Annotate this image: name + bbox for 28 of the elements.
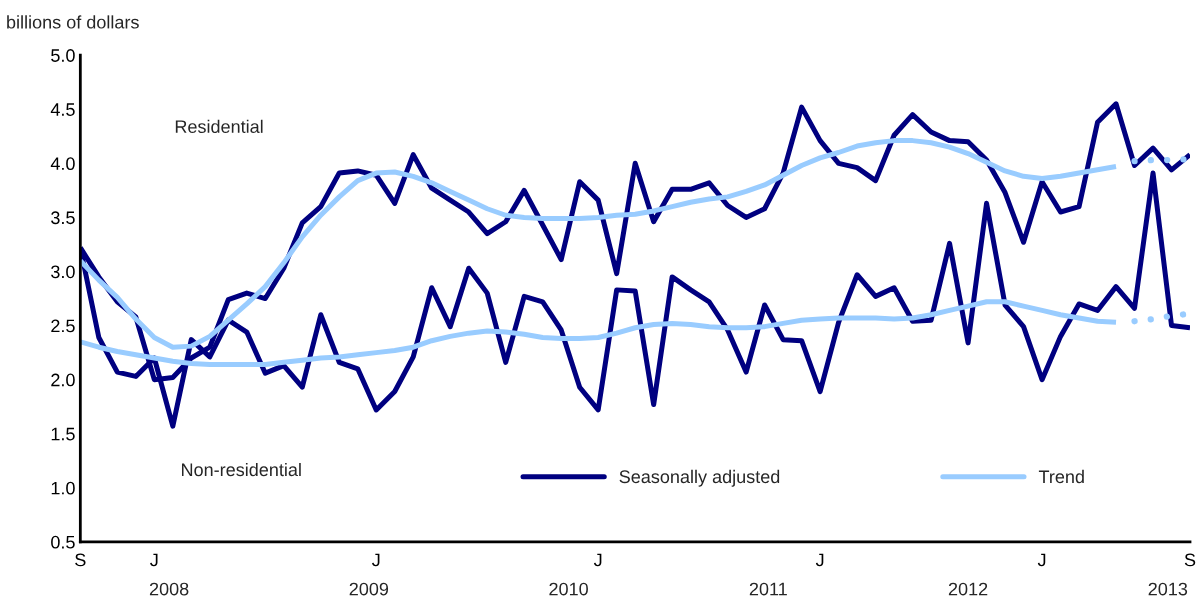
x-tick-label: J — [815, 553, 824, 567]
y-axis-title: billions of dollars — [7, 15, 139, 29]
y-tick-label: 1.5 — [51, 427, 75, 441]
y-tick-label: 4.5 — [50, 103, 75, 116]
y-tick-label: 5.0 — [51, 49, 75, 62]
legend-label: Seasonally adjusted — [619, 469, 780, 487]
text: 2010 — [549, 582, 588, 596]
annotation: Non-residential — [182, 462, 301, 477]
legend-label: Trend — [1038, 469, 1084, 484]
text: 2008 — [149, 582, 189, 596]
text: 2011 — [749, 582, 787, 596]
y-tick-label: 0.5 — [51, 535, 75, 549]
text: 2012 — [948, 582, 988, 596]
text: 2013 — [1148, 582, 1188, 596]
x-tick-label: S — [1184, 553, 1196, 567]
x-tick-label: J — [593, 553, 602, 567]
x-tick-label: J — [150, 553, 158, 567]
x-tick-label: S — [75, 553, 86, 567]
text: 2009 — [349, 582, 389, 596]
y-tick-label: 2.0 — [51, 373, 75, 387]
y-tick-label: 2.5 — [51, 319, 75, 333]
y-tick-label: 4.0 — [50, 157, 75, 171]
x-tick-label: J — [1037, 553, 1046, 567]
x-tick-label: J — [372, 553, 380, 567]
y-tick-label: 3.5 — [51, 211, 75, 225]
annotation: Residential — [175, 119, 263, 134]
y-tick-label: 3.0 — [51, 265, 75, 279]
y-tick-label: 1.0 — [51, 481, 75, 495]
